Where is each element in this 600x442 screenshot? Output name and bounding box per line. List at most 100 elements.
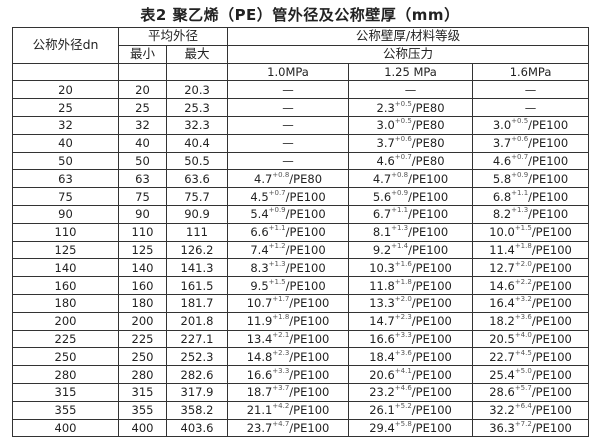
empty-cell xyxy=(118,62,167,82)
cell-wall-thickness: 6.6+1.1/PE100 xyxy=(227,222,350,242)
material-grade: /PE100 xyxy=(289,403,330,418)
cell-max: 111 xyxy=(165,222,229,242)
cell-wall-thickness: 16.4+3.2/PE100 xyxy=(472,293,590,313)
tolerance: +1.4 xyxy=(391,241,409,250)
tolerance: +1.1 xyxy=(511,188,529,197)
thickness-value: — xyxy=(282,82,294,97)
thickness-value: 14.7 xyxy=(369,314,395,329)
cell-wall-thickness: 5.8+0.9/PE100 xyxy=(472,169,590,189)
tolerance: +2.3 xyxy=(272,348,290,357)
material-grade: /PE80 xyxy=(411,153,445,168)
tolerance: +2.2 xyxy=(514,277,532,286)
tolerance: +3.6 xyxy=(394,348,412,357)
tolerance: +0.8 xyxy=(391,170,409,179)
material-grade: /PE100 xyxy=(408,225,449,240)
material-grade: /PE100 xyxy=(531,331,572,346)
header-pressure: 公称压力 xyxy=(227,44,590,64)
cell-wall-thickness: 36.3+7.2/PE100 xyxy=(472,418,590,438)
cell-dn: 75 xyxy=(12,187,119,206)
tolerance: +1.5 xyxy=(268,277,286,286)
tolerance: +2.1 xyxy=(272,330,290,339)
cell-wall-thickness: — xyxy=(227,115,350,135)
table-row: 280 280 282.6 16.6+3.3/PE100 20.6+4.1/PE100 2… xyxy=(12,365,590,384)
cell-wall-thickness: 32.2+6.4/PE100 xyxy=(472,400,590,420)
thickness-value: 11.8 xyxy=(369,278,395,293)
table-row: 225 225 227.1 13.4+2.1/PE100 16.6+3.3/PE100 2… xyxy=(12,329,590,349)
cell-wall-thickness: 4.7+0.8/PE80 xyxy=(227,169,350,189)
material-grade: /PE100 xyxy=(411,296,452,311)
cell-min: 125 xyxy=(118,240,167,260)
tolerance: +4.2 xyxy=(272,402,290,411)
cell-min: 63 xyxy=(118,169,167,189)
thickness-value: 9.5 xyxy=(250,278,269,293)
thickness-value: 9.2 xyxy=(372,242,392,257)
tolerance: +0.8 xyxy=(272,170,290,179)
material-grade: /PE100 xyxy=(285,207,326,222)
tolerance: +1.8 xyxy=(514,241,532,250)
thickness-value: 6.6 xyxy=(250,225,269,240)
cell-wall-thickness: 16.6+3.3/PE100 xyxy=(348,329,474,349)
header-row-1: 公称外径dn 平均外径 公称壁厚/材料等级 xyxy=(12,27,590,64)
table-row: 160 160 161.5 9.5+1.5/PE100 11.8+1.8/PE100 14… xyxy=(12,276,590,295)
cell-dn: 140 xyxy=(12,258,119,278)
table-row: 63 63 63.6 4.7+0.8/PE80 4.7+0.8/PE100 5.8+0.9… xyxy=(12,169,590,189)
thickness-value: — xyxy=(282,100,294,115)
tolerance: +5.8 xyxy=(394,419,412,428)
tolerance: +4.5 xyxy=(514,348,532,357)
table-row: 90 90 90.9 5.4+0.9/PE100 6.7+1.1/PE100 8.2+1.… xyxy=(12,204,590,224)
cell-wall-thickness: 9.5+1.5/PE100 xyxy=(227,276,350,295)
material-grade: /PE100 xyxy=(531,385,572,400)
cell-wall-thickness: 23.7+4.7/PE100 xyxy=(227,418,350,438)
cell-dn: 400 xyxy=(12,418,119,438)
cell-max: 25.3 xyxy=(165,98,229,117)
cell-wall-thickness: 20.5+4.0/PE100 xyxy=(472,329,590,349)
tolerance: +0.9 xyxy=(268,206,286,215)
cell-wall-thickness: 13.3+2.0/PE100 xyxy=(348,293,474,313)
cell-dn: 125 xyxy=(12,240,119,260)
cell-wall-thickness: 11.4+1.8/PE100 xyxy=(472,240,590,260)
material-grade: /PE100 xyxy=(531,349,572,364)
thickness-value: 5.6 xyxy=(372,189,392,204)
thickness-value: 3.0 xyxy=(376,118,395,133)
tolerance: +1.2 xyxy=(268,241,286,250)
tolerance: +1.1 xyxy=(268,224,286,233)
thickness-value: 20.5 xyxy=(489,331,515,346)
cell-max: 317.9 xyxy=(165,382,229,402)
cell-wall-thickness: 8.2+1.3/PE100 xyxy=(472,204,590,224)
cell-wall-thickness: 11.9+1.8/PE100 xyxy=(227,311,350,331)
tolerance: +3.2 xyxy=(514,295,532,304)
thickness-value: 36.3 xyxy=(489,420,515,435)
pe-pipe-table: 公称外径dn 平均外径 公称壁厚/材料等级 最小 最大 公称压力 1.0MPa … xyxy=(12,27,590,438)
cell-dn: 280 xyxy=(12,365,119,384)
cell-wall-thickness: 20.6+4.1/PE100 xyxy=(348,365,474,384)
material-grade: /PE100 xyxy=(528,189,569,204)
cell-max: 126.2 xyxy=(165,240,229,260)
cell-dn: 32 xyxy=(12,115,119,135)
material-grade: /PE100 xyxy=(531,420,572,435)
cell-dn: 63 xyxy=(12,169,119,189)
cell-wall-thickness: 6.7+1.1/PE100 xyxy=(348,204,474,224)
cell-min: 25 xyxy=(118,98,167,117)
material-grade: /PE100 xyxy=(289,367,330,382)
table-row: 32 32 32.3—3.0+0.5/PE80 3.0+0.5/PE100 xyxy=(12,115,590,135)
material-grade: /PE100 xyxy=(285,260,326,275)
thickness-value: 10.0 xyxy=(489,225,515,240)
header-mean-od: 平均外径 xyxy=(117,27,229,46)
tolerance: +4.6 xyxy=(394,384,412,393)
table-row: 140 140 141.3 8.3+1.3/PE100 10.3+1.6/PE100 12… xyxy=(12,258,590,278)
cell-wall-thickness: 18.2+3.6/PE100 xyxy=(472,311,590,331)
cell-min: 90 xyxy=(118,204,167,224)
cell-wall-thickness: 10.0+1.5/PE100 xyxy=(472,222,590,242)
material-grade: /PE100 xyxy=(531,260,572,275)
thickness-value: 18.7 xyxy=(246,385,273,400)
material-grade: /PE100 xyxy=(411,403,452,418)
cell-wall-thickness: 28.6+5.7/PE100 xyxy=(472,382,590,402)
tolerance: +3.3 xyxy=(394,330,412,339)
cell-wall-thickness: 14.7+2.3/PE100 xyxy=(348,311,474,331)
material-grade: /PE100 xyxy=(411,331,452,346)
thickness-value: 3.7 xyxy=(376,136,395,151)
thickness-value: 6.8 xyxy=(492,189,512,204)
cell-wall-thickness: 5.4+0.9/PE100 xyxy=(227,204,350,224)
tolerance: +1.1 xyxy=(391,206,409,215)
thickness-value: 4.7 xyxy=(254,171,273,186)
